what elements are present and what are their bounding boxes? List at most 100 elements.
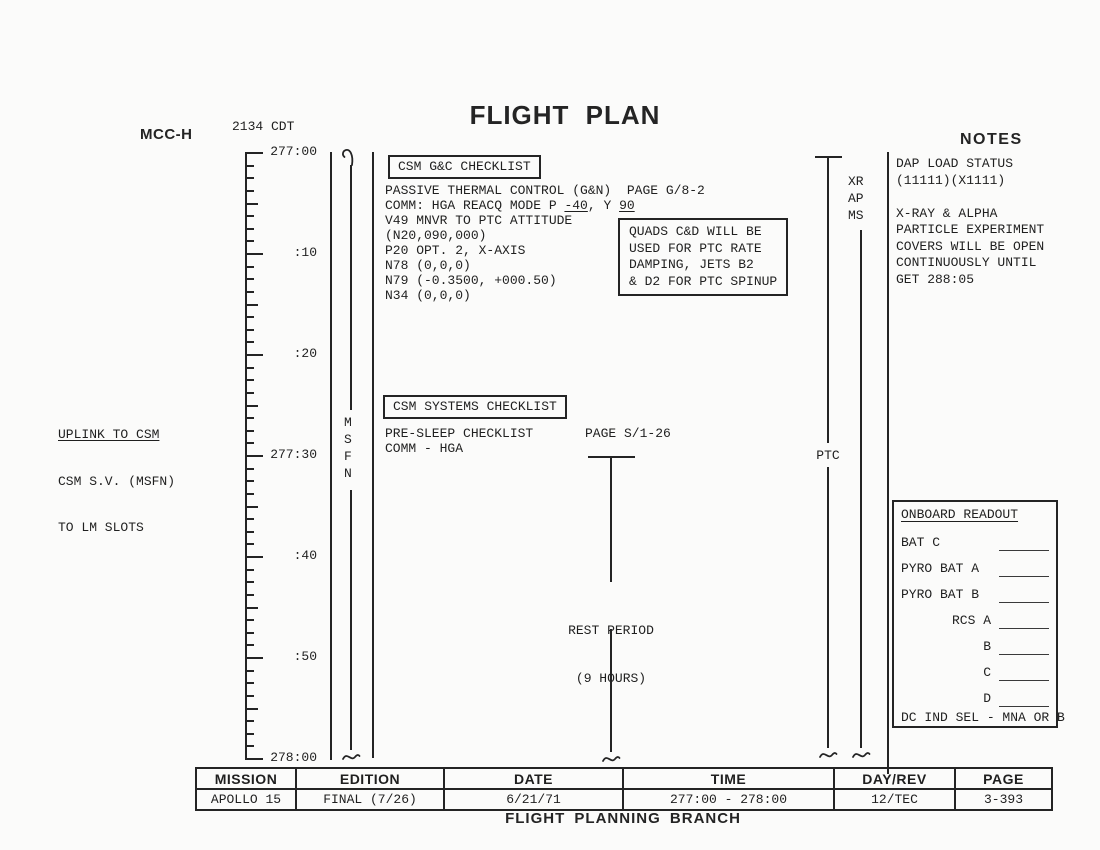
msfn-line-bottom-squiggle xyxy=(342,754,361,760)
rest-period-start-bar xyxy=(588,456,635,458)
uplink-note-line1: UPLINK TO CSM xyxy=(58,427,160,442)
cdt-time-label: 2134 CDT xyxy=(232,119,295,134)
timeline-tick xyxy=(245,669,254,672)
onboard-row-label: PYRO BAT A xyxy=(901,561,980,576)
xrapms-label-line: MS xyxy=(848,208,864,223)
notes-heading: NOTES xyxy=(960,131,1023,148)
mission-table-value-row: APOLLO 15 FINAL (7/26) 6/21/71 277:00 - … xyxy=(195,788,1053,811)
timeline-tick xyxy=(245,429,254,432)
timeline-tick xyxy=(245,657,263,659)
timeline-tick xyxy=(245,758,263,760)
onboard-row-rcs-b: B xyxy=(901,629,1049,655)
timeline-tick xyxy=(245,265,254,268)
mcc-h-label: MCC-H xyxy=(140,126,193,143)
timeline-tick xyxy=(245,290,254,293)
notes-line xyxy=(896,189,1044,206)
presleep-line: PRE-SLEEP CHECKLIST xyxy=(385,426,534,441)
timeline-tick xyxy=(245,164,254,167)
gnc-procedure-lines: V49 MNVR TO PTC ATTITUDE (N20,090,000) P20… xyxy=(385,213,572,303)
timeline-tick xyxy=(245,417,254,420)
gnc-comm-pitch-value: -40 xyxy=(564,198,588,213)
timeline-tick xyxy=(245,606,258,609)
quads-note-line: DAMPING, JETS B2 xyxy=(629,257,754,272)
onboard-row-rcs-a: RCS A xyxy=(901,603,1049,629)
onboard-row-label: B xyxy=(983,639,991,654)
col-header-mission: MISSION xyxy=(195,767,297,790)
timeline-tick xyxy=(245,556,263,558)
msfn-label: MSFN xyxy=(344,415,352,481)
timeline-labels: 277:00:10:20 277:30:40:50 278:00 xyxy=(263,144,317,765)
xrapms-label-line: AP xyxy=(848,191,864,206)
onboard-dc-ind-sel: DC IND SEL - MNA OR B xyxy=(901,710,1065,725)
mission-table-header-row: MISSION EDITION DATE TIME DAY/REV PAGE xyxy=(195,767,1053,790)
timeline-tick xyxy=(245,202,258,205)
notes-line: (11111)(X1111) xyxy=(896,172,1006,188)
timeline-tick xyxy=(245,240,254,243)
timeline-tick xyxy=(245,694,254,697)
activity-column-border-line xyxy=(372,152,374,758)
notes-line: COVERS WILL BE OPEN xyxy=(896,238,1045,254)
comm-hga-line: COMM - HGA xyxy=(385,441,464,456)
readout-blank-field xyxy=(999,694,1049,707)
flight-planning-branch-footer: FLIGHT PLANNING BRANCH xyxy=(505,810,741,827)
gnc-line-comm: COMM: HGA REACQ MODE P -40, Y 90 xyxy=(385,198,635,213)
timeline-tick xyxy=(245,316,254,319)
timeline-tick-label: :20 xyxy=(293,346,317,361)
cell-time: 277:00 - 278:00 xyxy=(622,788,835,811)
timeline-tick xyxy=(245,253,263,255)
onboard-row-rcs-d: D xyxy=(901,681,1049,707)
timeline-tick xyxy=(245,505,258,508)
timeline-tick xyxy=(245,682,254,685)
notes-column-border-line xyxy=(887,152,889,774)
onboard-row-label: PYRO BAT B xyxy=(901,587,980,602)
quads-note-line: USED FOR PTC RATE xyxy=(629,240,762,256)
gnc-checklist-box: CSM G&C CHECKLIST xyxy=(388,155,541,179)
quads-note-line: & D2 FOR PTC SPINUP xyxy=(629,273,778,289)
rest-period-bottom-squiggle xyxy=(602,756,621,762)
uplink-note: UPLINK TO CSM CSM S.V. (MSFN) TO LM SLOT… xyxy=(58,396,175,551)
xrapms-line xyxy=(860,230,862,748)
timeline-tick xyxy=(245,328,254,331)
timeline-border-line-left xyxy=(330,152,332,760)
onboard-row-label: BAT C xyxy=(901,535,941,550)
notes-text: DAP LOAD STATUS (11111)(X1111) X-RAY & AL… xyxy=(896,156,1044,288)
timeline-tick xyxy=(245,745,254,748)
timeline-tick xyxy=(245,455,263,457)
timeline-tick-label: :40 xyxy=(293,548,317,563)
msfn-line-top-squiggle xyxy=(342,149,354,166)
xrapms-label: XR AP MS xyxy=(848,173,864,224)
timeline-tick xyxy=(245,391,254,394)
readout-blank-field xyxy=(999,642,1049,655)
onboard-readout-title: ONBOARD READOUT xyxy=(901,507,1019,522)
timeline-tick xyxy=(245,732,254,735)
timeline-tick xyxy=(245,227,254,230)
timeline-tick xyxy=(245,518,254,521)
timeline-tick xyxy=(245,644,254,647)
msfn-line-lower xyxy=(350,490,352,750)
onboard-row-label: RCS A xyxy=(951,613,991,628)
timeline-tick xyxy=(245,366,254,369)
timeline-tick xyxy=(245,530,254,533)
readout-blank-field xyxy=(999,538,1049,551)
gnc-line-ptc: PASSIVE THERMAL CONTROL (G&N) PAGE G/8-2 xyxy=(385,183,705,198)
onboard-row-pyro-bat-a: PYRO BAT A xyxy=(901,551,1049,577)
cell-edition: FINAL (7/26) xyxy=(295,788,445,811)
readout-blank-field xyxy=(999,564,1049,577)
timeline-tick xyxy=(245,189,254,192)
readout-blank-field xyxy=(999,668,1049,681)
readout-blank-field xyxy=(999,616,1049,629)
notes-line: X-RAY & ALPHA xyxy=(896,205,998,221)
timeline-tick xyxy=(245,354,263,356)
ptc-line-top-bar xyxy=(815,156,842,158)
timeline-tick-label: :50 xyxy=(293,649,317,664)
gnc-procedure-line: (N20,090,000) xyxy=(385,228,487,243)
notes-line: GET 288:05 xyxy=(896,271,975,287)
timeline-tick xyxy=(245,303,258,306)
onboard-row-label: D xyxy=(983,691,991,706)
col-header-time: TIME xyxy=(622,767,835,790)
col-header-edition: EDITION xyxy=(295,767,445,790)
ptc-bottom-squiggle xyxy=(819,752,838,758)
timeline-tick xyxy=(245,480,254,483)
cell-dayrev: 12/TEC xyxy=(833,788,956,811)
gnc-comm-yaw-value: 90 xyxy=(619,198,635,213)
